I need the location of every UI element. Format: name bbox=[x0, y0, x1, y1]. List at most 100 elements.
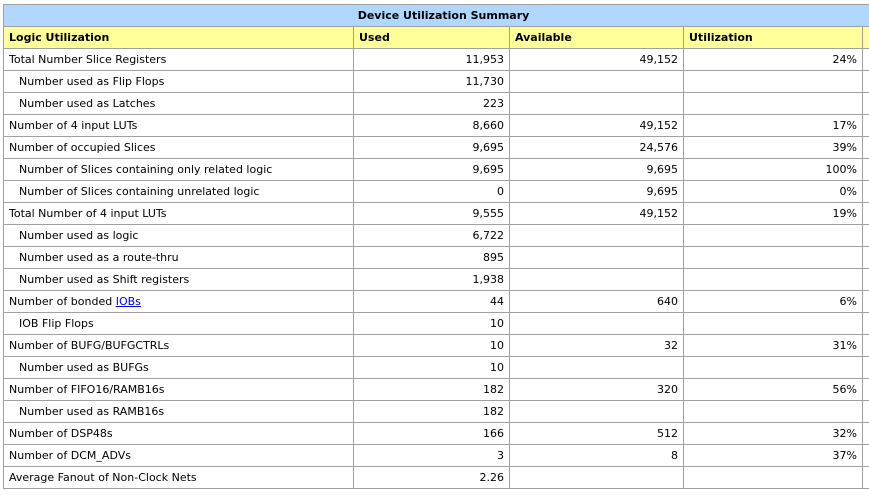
available-value: 9,695 bbox=[646, 185, 679, 198]
cell-available bbox=[509, 246, 684, 269]
used-value: 166 bbox=[483, 427, 504, 440]
label-text: Number of occupied Slices bbox=[9, 141, 156, 154]
available-value: 32 bbox=[664, 339, 678, 352]
label-text: Number used as BUFGs bbox=[19, 361, 149, 374]
row-label: Number of BUFG/BUFGCTRLs bbox=[3, 334, 354, 357]
column-header: N bbox=[861, 26, 869, 49]
cell-note bbox=[861, 158, 869, 181]
utilization-table: Device Utilization Summary Logic Utiliza… bbox=[2, 4, 869, 489]
utilization-value: 37% bbox=[832, 449, 857, 462]
cell-note bbox=[861, 48, 869, 71]
cell-used: 9,695 bbox=[353, 136, 510, 159]
table-row: Number of DSP48s 166 512 32% bbox=[3, 422, 869, 445]
cell-used: 895 bbox=[353, 246, 510, 269]
label-text: IOB Flip Flops bbox=[19, 317, 94, 330]
cell-note bbox=[861, 246, 869, 269]
used-value: 3 bbox=[497, 449, 504, 462]
cell-utilization: 37% bbox=[683, 444, 863, 467]
cell-used: 10 bbox=[353, 356, 510, 379]
used-value: 8,660 bbox=[472, 119, 505, 132]
cell-available: 512 bbox=[509, 422, 684, 445]
table-row: Number of Slices containing only related… bbox=[3, 158, 869, 181]
cell-note bbox=[861, 312, 869, 335]
cell-available: 8 bbox=[509, 444, 684, 467]
available-value: 8 bbox=[671, 449, 678, 462]
label-text: Number of Slices containing only related… bbox=[19, 163, 273, 176]
row-label: Number used as logic bbox=[3, 224, 354, 247]
cell-utilization bbox=[683, 466, 863, 489]
cell-used: 3 bbox=[353, 444, 510, 467]
row-label: Number of bonded IOBs bbox=[3, 290, 354, 313]
table-row: Number used as logic 6,722 bbox=[3, 224, 869, 247]
table-row: Number used as Shift registers 1,938 bbox=[3, 268, 869, 291]
cell-utilization bbox=[683, 92, 863, 115]
used-value: 10 bbox=[490, 317, 504, 330]
cell-note bbox=[861, 334, 869, 357]
cell-utilization bbox=[683, 246, 863, 269]
cell-note bbox=[861, 268, 869, 291]
cell-available: 32 bbox=[509, 334, 684, 357]
cell-note bbox=[861, 466, 869, 489]
utilization-value: 56% bbox=[832, 383, 857, 396]
cell-available bbox=[509, 268, 684, 291]
cell-available bbox=[509, 400, 684, 423]
cell-available: 640 bbox=[509, 290, 684, 313]
cell-used: 9,555 bbox=[353, 202, 510, 225]
label-text: Number of bonded bbox=[9, 295, 116, 308]
label-text: Number used as Flip Flops bbox=[19, 75, 165, 88]
label-text: Number of Slices containing unrelated lo… bbox=[19, 185, 260, 198]
cell-utilization: 56% bbox=[683, 378, 863, 401]
cell-available: 320 bbox=[509, 378, 684, 401]
cell-utilization bbox=[683, 70, 863, 93]
cell-note bbox=[861, 92, 869, 115]
cell-available bbox=[509, 312, 684, 335]
row-label: Number of Slices containing only related… bbox=[3, 158, 354, 181]
label-text: Number used as Shift registers bbox=[19, 273, 190, 286]
cell-note bbox=[861, 180, 869, 203]
row-label: Number of DSP48s bbox=[3, 422, 354, 445]
available-value: 9,695 bbox=[646, 163, 679, 176]
row-label: Number used as a route-thru bbox=[3, 246, 354, 269]
row-label: Total Number of 4 input LUTs bbox=[3, 202, 354, 225]
table-row: Number of occupied Slices 9,695 24,576 39% bbox=[3, 136, 869, 159]
label-text: Number of FIFO16/RAMB16s bbox=[9, 383, 165, 396]
table-title: Device Utilization Summary bbox=[2, 4, 869, 27]
cell-used: 2.26 bbox=[353, 466, 510, 489]
label-text: Number of DCM_ADVs bbox=[9, 449, 131, 462]
cell-utilization bbox=[683, 400, 863, 423]
table-row: Number of Slices containing unrelated lo… bbox=[3, 180, 869, 203]
cell-utilization: 17% bbox=[683, 114, 863, 137]
utilization-value: 100% bbox=[825, 163, 857, 176]
cell-utilization bbox=[683, 268, 863, 291]
cell-used: 10 bbox=[353, 312, 510, 335]
cell-used: 9,695 bbox=[353, 158, 510, 181]
cell-utilization: 32% bbox=[683, 422, 863, 445]
cell-available: 49,152 bbox=[509, 202, 684, 225]
cell-used: 6,722 bbox=[353, 224, 510, 247]
available-value: 49,152 bbox=[639, 119, 679, 132]
cell-note bbox=[861, 444, 869, 467]
cell-available: 49,152 bbox=[509, 48, 684, 71]
label-text: Number used as a route-thru bbox=[19, 251, 179, 264]
cell-note bbox=[861, 114, 869, 137]
cell-note bbox=[861, 136, 869, 159]
cell-used: 166 bbox=[353, 422, 510, 445]
used-value: 6,722 bbox=[472, 229, 505, 242]
cell-utilization: 0% bbox=[683, 180, 863, 203]
label-text: Number of BUFG/BUFGCTRLs bbox=[9, 339, 170, 352]
table-row: Total Number of 4 input LUTs 9,555 49,152 1… bbox=[3, 202, 869, 225]
cell-available: 24,576 bbox=[509, 136, 684, 159]
used-value: 0 bbox=[497, 185, 504, 198]
link[interactable]: IOBs bbox=[115, 295, 141, 308]
cell-available: 9,695 bbox=[509, 158, 684, 181]
cell-utilization bbox=[683, 356, 863, 379]
utilization-value: 17% bbox=[832, 119, 857, 132]
label-text: Number used as Latches bbox=[19, 97, 156, 110]
row-label: Number used as Latches bbox=[3, 92, 354, 115]
utilization-value: 32% bbox=[832, 427, 857, 440]
cell-note bbox=[861, 400, 869, 423]
cell-note bbox=[861, 224, 869, 247]
cell-available bbox=[509, 466, 684, 489]
cell-available: 9,695 bbox=[509, 180, 684, 203]
